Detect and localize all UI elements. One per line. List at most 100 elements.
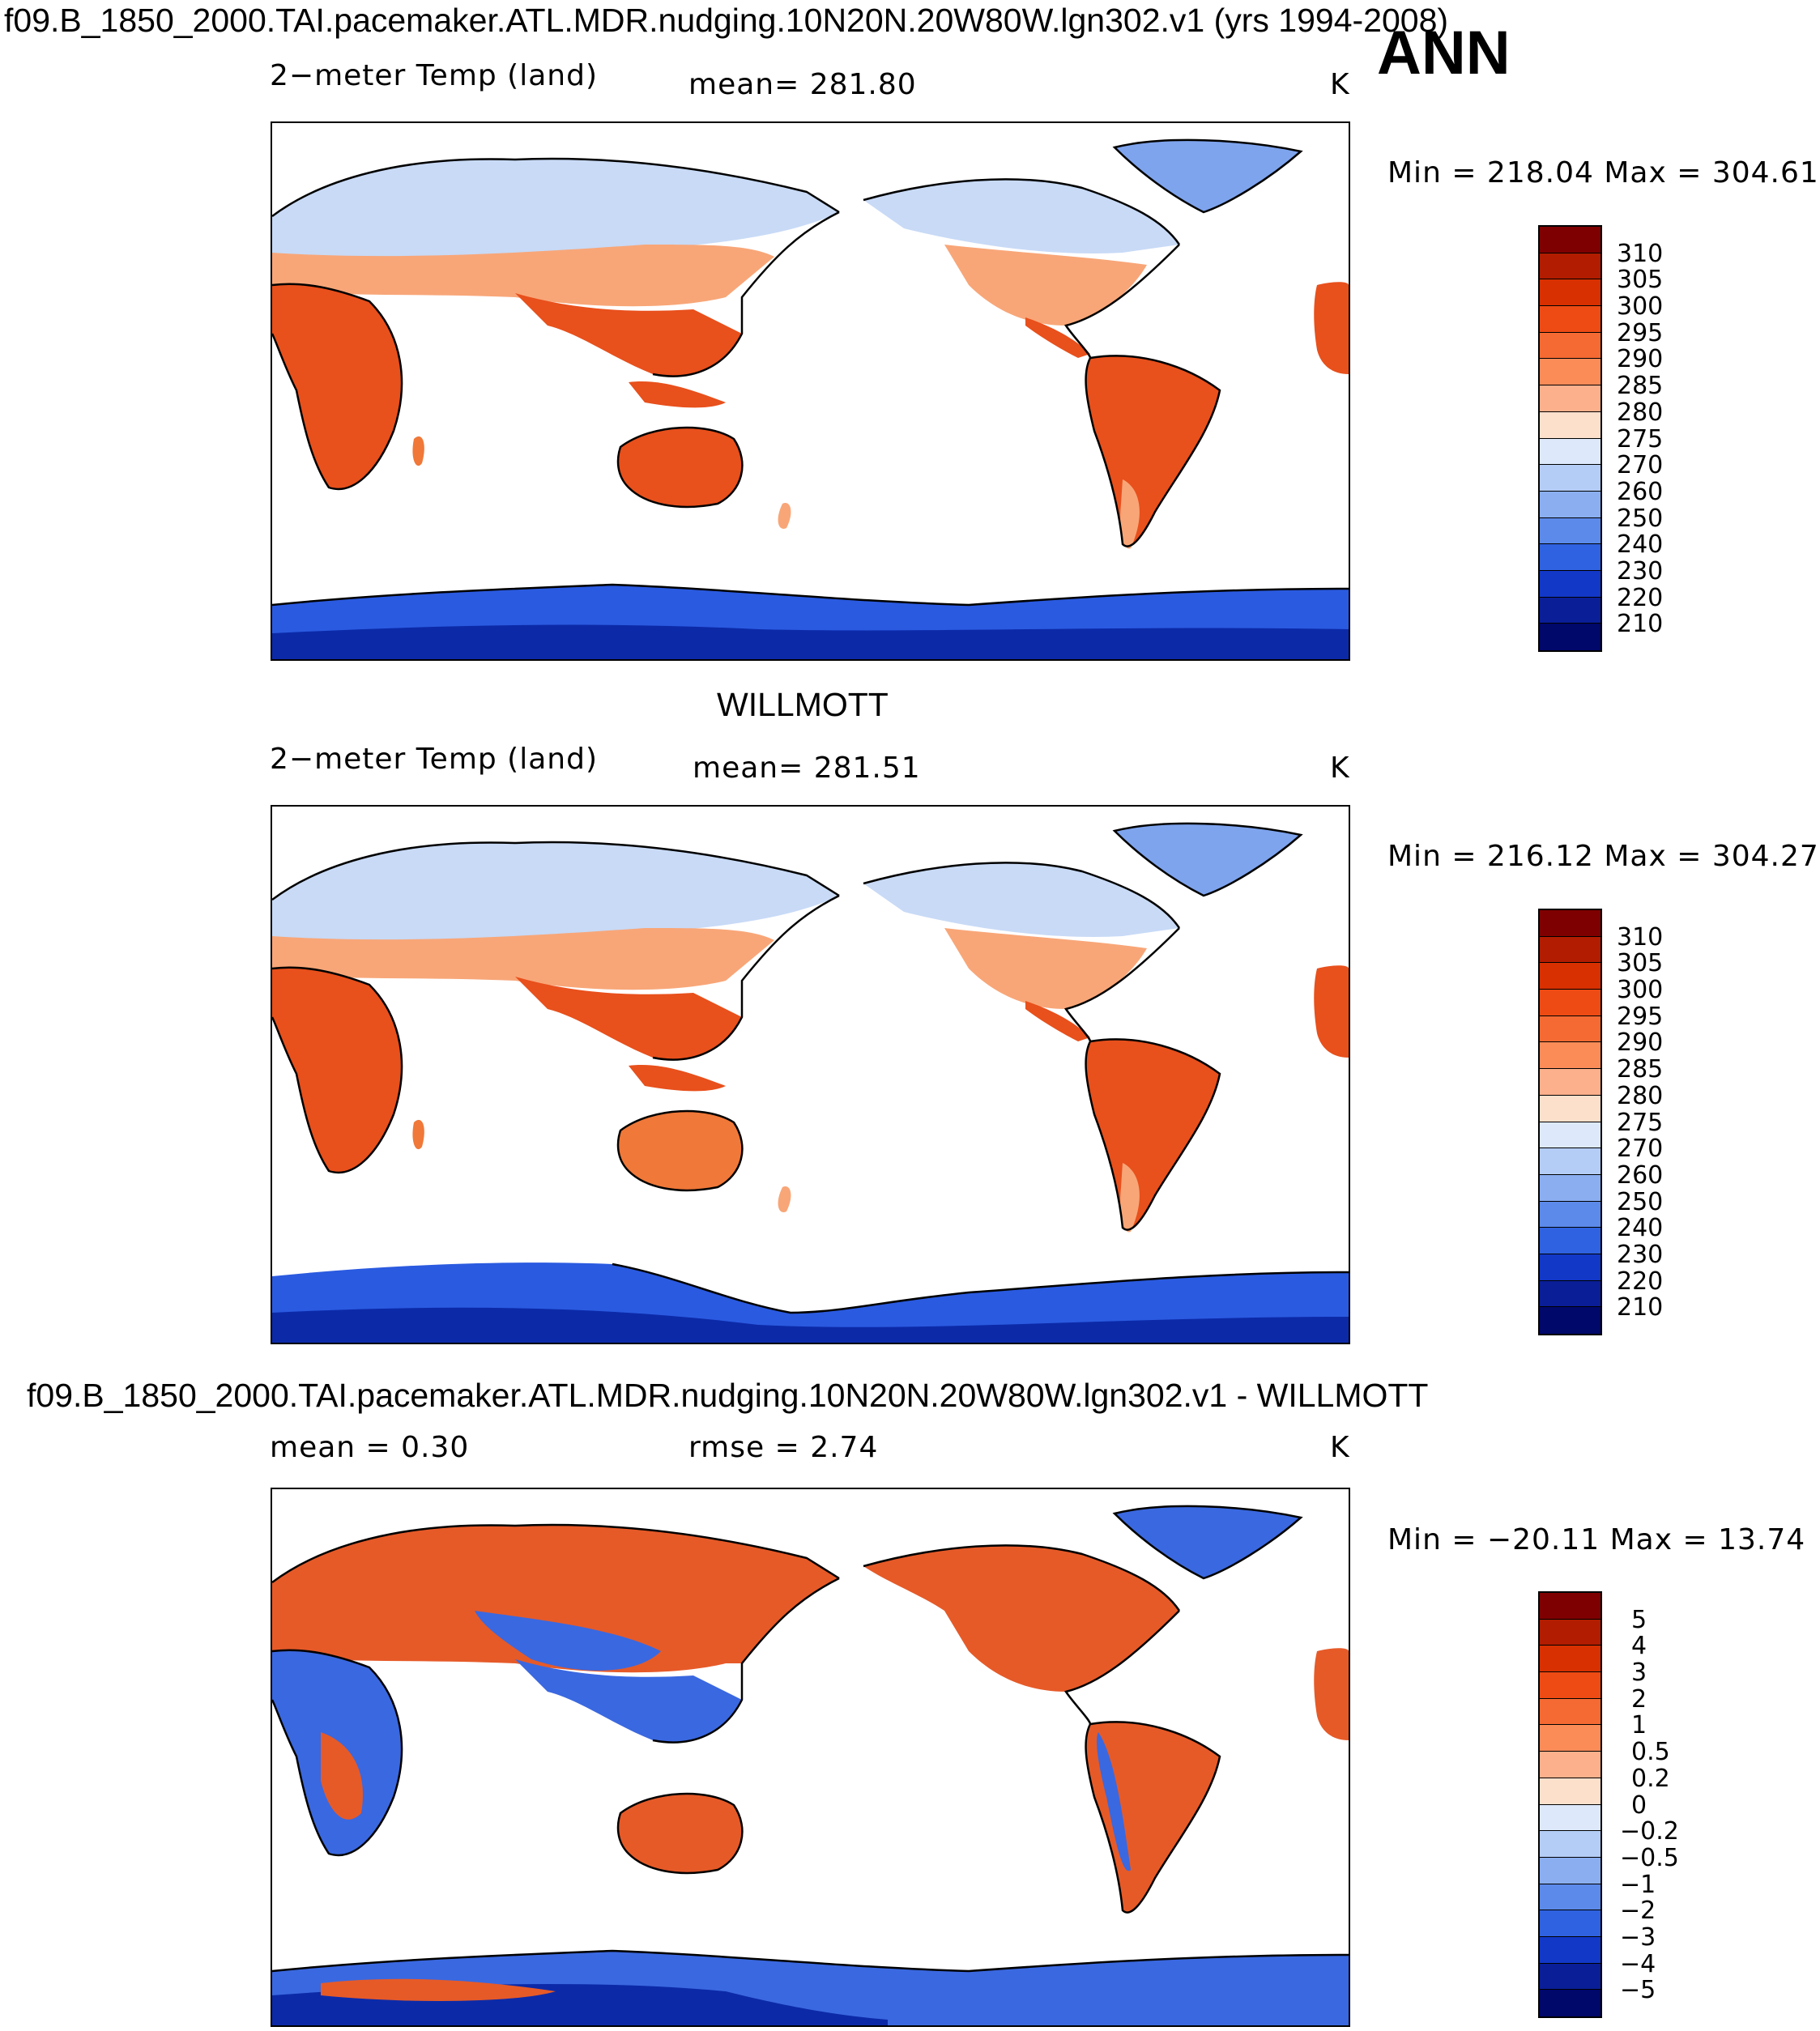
colorbar-segment — [1540, 1122, 1600, 1149]
colorbar-tick-label: −1 — [1620, 1870, 1656, 1899]
colorbar-segment — [1540, 491, 1600, 518]
colorbar-tick-label: 260 — [1617, 477, 1664, 506]
panel-1-map — [271, 121, 1350, 661]
colorbar-segment — [1540, 1042, 1600, 1070]
coastline-outline — [272, 138, 1349, 607]
panel-1-minmax: Min = 218.04 Max = 304.61 — [1387, 156, 1819, 189]
colorbar-tick-label: 5 — [1631, 1605, 1647, 1634]
colorbar-tick-label: 230 — [1617, 1240, 1664, 1269]
panel-3-units: K — [1330, 1431, 1350, 1464]
colorbar-segment — [1540, 1804, 1600, 1832]
colorbar-tick-label: −2 — [1620, 1897, 1656, 1926]
colorbar-segment — [1540, 1646, 1600, 1673]
colorbar-tick-label: 275 — [1617, 1108, 1664, 1137]
colorbar-tick-label: 210 — [1617, 610, 1664, 639]
panel-2-map — [271, 805, 1350, 1344]
colorbar-tick-label: −4 — [1620, 1949, 1656, 1978]
colorbar-tick-label: 290 — [1617, 1028, 1664, 1058]
colorbar-tick-label: 250 — [1617, 1187, 1664, 1216]
colorbar-tick-label: 240 — [1617, 530, 1664, 560]
colorbar-segment — [1540, 1307, 1600, 1334]
colorbar-tick-label: 310 — [1617, 922, 1664, 952]
panel-2-minmax: Min = 216.12 Max = 304.27 — [1387, 840, 1819, 873]
panel-2-colorbar — [1538, 909, 1602, 1335]
land-difference-field — [272, 1505, 1349, 2025]
colorbar-segment — [1540, 1148, 1600, 1175]
colorbar-segment — [1540, 1725, 1600, 1752]
season-label: ANN — [1377, 19, 1511, 87]
colorbar-segment — [1540, 227, 1600, 253]
panel-2-units: K — [1330, 752, 1350, 785]
colorbar-segment — [1540, 544, 1600, 571]
colorbar-segment — [1540, 963, 1600, 990]
colorbar-tick-label: 270 — [1617, 1135, 1664, 1164]
panel-1-mean: mean= 281.80 — [688, 68, 917, 101]
colorbar-segment — [1540, 1884, 1600, 1911]
colorbar-segment — [1540, 253, 1600, 280]
land-temperature-field — [272, 823, 1349, 1343]
colorbar-tick-label: 305 — [1617, 949, 1664, 978]
colorbar-segment — [1540, 385, 1600, 412]
colorbar-segment — [1540, 1831, 1600, 1858]
colorbar-tick-label: 0 — [1631, 1790, 1647, 1820]
colorbar-tick-label: 270 — [1617, 451, 1664, 480]
colorbar-segment — [1540, 411, 1600, 439]
panel-2-title: WILLMOTT — [717, 686, 889, 723]
panel-1-colorbar — [1538, 225, 1602, 652]
colorbar-tick-label: 260 — [1617, 1160, 1664, 1190]
colorbar-tick-label: −5 — [1620, 1976, 1656, 2005]
colorbar-segment — [1540, 306, 1600, 333]
colorbar-tick-label: 300 — [1617, 292, 1664, 321]
colorbar-segment — [1540, 1936, 1600, 1964]
figure-title: f09.B_1850_2000.TAI.pacemaker.ATL.MDR.nu… — [4, 2, 1449, 39]
colorbar-tick-label: 1 — [1631, 1711, 1647, 1740]
colorbar-segment — [1540, 1593, 1600, 1620]
colorbar-tick-label: 3 — [1631, 1658, 1647, 1688]
panel-1-map-graphic — [272, 138, 1349, 659]
colorbar-segment — [1540, 1174, 1600, 1202]
colorbar-segment — [1540, 332, 1600, 360]
colorbar-segment — [1540, 1619, 1600, 1646]
colorbar-tick-label: 310 — [1617, 239, 1664, 268]
colorbar-segment — [1540, 1280, 1600, 1308]
colorbar-tick-label: −3 — [1620, 1922, 1656, 1952]
colorbar-segment — [1540, 279, 1600, 307]
colorbar-segment — [1540, 1752, 1600, 1778]
land-temperature-field — [272, 139, 1349, 659]
colorbar-tick-label: 0.2 — [1631, 1764, 1670, 1793]
colorbar-segment — [1540, 1698, 1600, 1726]
colorbar-segment — [1540, 1228, 1600, 1254]
coastline-outline — [272, 1505, 1349, 1973]
colorbar-tick-label: 2 — [1631, 1684, 1647, 1714]
colorbar-tick-label: 210 — [1617, 1293, 1664, 1322]
panel-3-rmse: rmse = 2.74 — [688, 1431, 879, 1464]
colorbar-segment — [1540, 1857, 1600, 1884]
colorbar-segment — [1540, 990, 1600, 1016]
colorbar-tick-label: 240 — [1617, 1214, 1664, 1243]
colorbar-segment — [1540, 1672, 1600, 1699]
colorbar-tick-label: 220 — [1617, 1267, 1664, 1296]
colorbar-tick-label: 280 — [1617, 1081, 1664, 1110]
panel-3-mean: mean = 0.30 — [270, 1431, 470, 1464]
colorbar-tick-label: 230 — [1617, 556, 1664, 585]
colorbar-segment — [1540, 438, 1600, 466]
colorbar-tick-label: 305 — [1617, 266, 1664, 295]
colorbar-tick-label: 285 — [1617, 372, 1664, 401]
colorbar-tick-label: 275 — [1617, 424, 1664, 453]
colorbar-tick-label: 295 — [1617, 318, 1664, 347]
colorbar-tick-label: 4 — [1631, 1632, 1647, 1661]
colorbar-tick-label: 0.5 — [1631, 1738, 1670, 1767]
colorbar-segment — [1540, 359, 1600, 386]
colorbar-segment — [1540, 570, 1600, 598]
colorbar-tick-label: 250 — [1617, 504, 1664, 533]
colorbar-segment — [1540, 1910, 1600, 1937]
coastline-outline — [272, 822, 1349, 1314]
colorbar-segment — [1540, 1254, 1600, 1281]
panel-3-map-graphic — [272, 1505, 1349, 2025]
colorbar-segment — [1540, 1095, 1600, 1122]
colorbar-tick-label: 295 — [1617, 1002, 1664, 1031]
panel-3-colorbar — [1538, 1591, 1602, 2018]
colorbar-tick-label: 285 — [1617, 1055, 1664, 1084]
colorbar-tick-label: −0.5 — [1620, 1843, 1679, 1872]
panel-3-title: f09.B_1850_2000.TAI.pacemaker.ATL.MDR.nu… — [27, 1377, 1429, 1414]
